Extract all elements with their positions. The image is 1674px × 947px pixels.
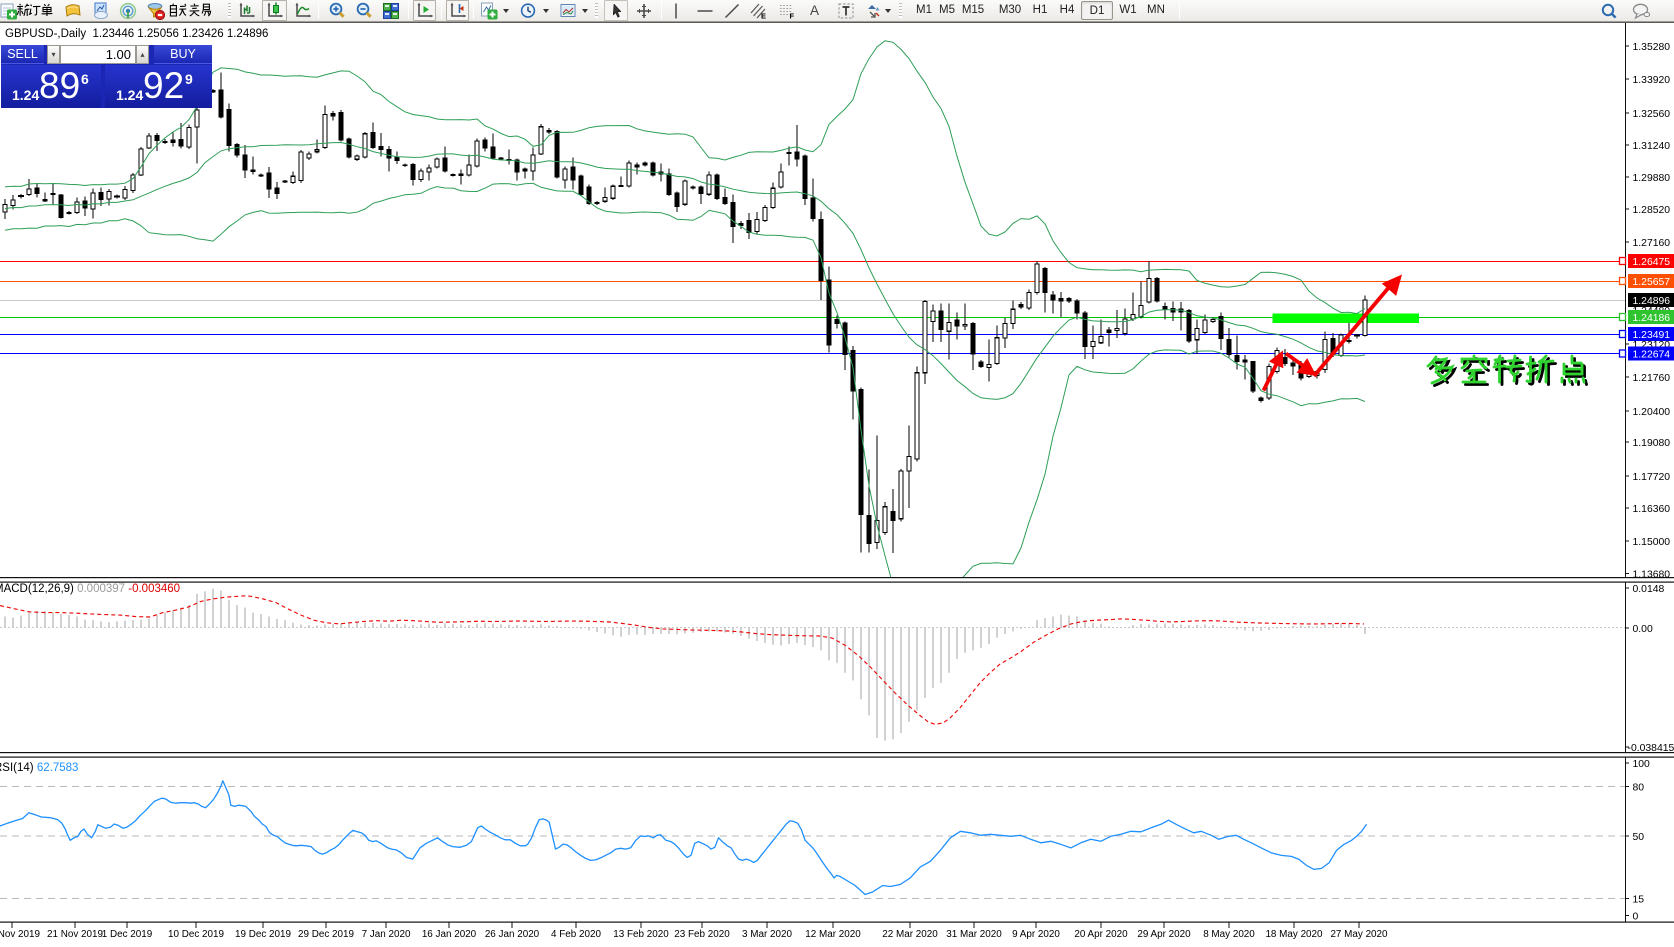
svg-text:E: E: [761, 12, 766, 21]
svg-text:1.20400: 1.20400: [1633, 407, 1671, 418]
svg-text:8 May 2020: 8 May 2020: [1203, 929, 1255, 940]
svg-text:13 Feb 2020: 13 Feb 2020: [613, 929, 669, 940]
svg-text:1.15000: 1.15000: [1633, 537, 1671, 548]
svg-text:1.29880: 1.29880: [1633, 173, 1671, 184]
svg-text:1 Dec 2019: 1 Dec 2019: [102, 929, 153, 940]
svg-text:1.27160: 1.27160: [1633, 238, 1671, 249]
svg-text:27 May 2020: 27 May 2020: [1330, 929, 1388, 940]
svg-text:29 Apr 2020: 29 Apr 2020: [1137, 929, 1191, 940]
svg-text:21 Nov 2019: 21 Nov 2019: [47, 929, 104, 940]
svg-text:0.00: 0.00: [1633, 624, 1653, 635]
svg-text:3 Mar 2020: 3 Mar 2020: [742, 929, 792, 940]
svg-text:1.21760: 1.21760: [1633, 373, 1671, 384]
svg-text:16 Jan 2020: 16 Jan 2020: [422, 929, 477, 940]
svg-text:50: 50: [1633, 832, 1645, 843]
svg-text:12 Nov 2019: 12 Nov 2019: [0, 929, 41, 940]
svg-text:4 Feb 2020: 4 Feb 2020: [551, 929, 601, 940]
svg-text:1.31240: 1.31240: [1633, 141, 1671, 152]
svg-text:0.0148: 0.0148: [1633, 584, 1665, 595]
svg-text:18 May 2020: 18 May 2020: [1265, 929, 1323, 940]
svg-text:-0.038415: -0.038415: [1628, 743, 1674, 754]
svg-text:1.28520: 1.28520: [1633, 205, 1671, 216]
svg-text:F: F: [790, 12, 795, 21]
svg-text:1.22674: 1.22674: [1633, 349, 1671, 360]
svg-text:0: 0: [1633, 911, 1639, 922]
svg-text:1.16360: 1.16360: [1633, 504, 1671, 515]
svg-text:GBPUSD-,Daily 1.23446 1.25056: GBPUSD-,Daily 1.23446 1.25056 1.23426 1.…: [5, 28, 268, 40]
svg-text:1.24896: 1.24896: [1633, 296, 1671, 307]
svg-text:100: 100: [1633, 759, 1651, 770]
svg-text:23 Feb 2020: 23 Feb 2020: [674, 929, 730, 940]
svg-text:20 Apr 2020: 20 Apr 2020: [1074, 929, 1128, 940]
svg-text:1.25657: 1.25657: [1633, 277, 1671, 288]
svg-text:1.13680: 1.13680: [1633, 569, 1671, 580]
svg-text:MACD(12,26,9) 0.000397 -0.0034: MACD(12,26,9) 0.000397 -0.003460: [0, 583, 180, 595]
svg-text:7 Jan 2020: 7 Jan 2020: [362, 929, 411, 940]
svg-text:1.32560: 1.32560: [1633, 109, 1671, 120]
svg-text:29 Dec 2019: 29 Dec 2019: [298, 929, 355, 940]
svg-text:80: 80: [1633, 782, 1645, 793]
svg-text:RSI(14) 62.7583: RSI(14) 62.7583: [0, 762, 78, 774]
svg-text:15: 15: [1633, 894, 1645, 905]
svg-text:10 Dec 2019: 10 Dec 2019: [168, 929, 225, 940]
svg-text:1.23491: 1.23491: [1633, 330, 1671, 341]
svg-text:1.24186: 1.24186: [1633, 313, 1671, 324]
svg-text:19 Dec 2019: 19 Dec 2019: [235, 929, 292, 940]
svg-text:22 Mar 2020: 22 Mar 2020: [882, 929, 938, 940]
svg-text:31 Mar 2020: 31 Mar 2020: [946, 929, 1002, 940]
svg-text:1.35280: 1.35280: [1633, 42, 1671, 53]
svg-text:12 Mar 2020: 12 Mar 2020: [805, 929, 861, 940]
svg-text:1.33920: 1.33920: [1633, 75, 1671, 86]
svg-text:1.19080: 1.19080: [1633, 438, 1671, 449]
svg-text:1.26475: 1.26475: [1633, 257, 1671, 268]
svg-text:26 Jan 2020: 26 Jan 2020: [485, 929, 540, 940]
svg-text:9 Apr 2020: 9 Apr 2020: [1012, 929, 1060, 940]
svg-text:1.17720: 1.17720: [1633, 472, 1671, 483]
